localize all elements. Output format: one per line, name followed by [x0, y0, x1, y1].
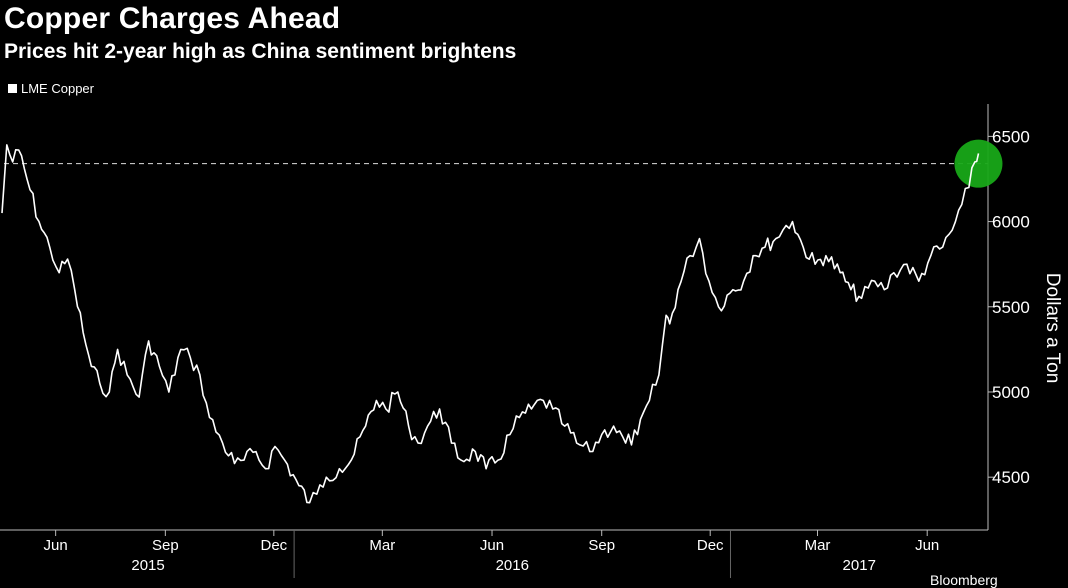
legend-label: LME Copper: [21, 81, 94, 96]
source-label: Bloomberg: [930, 572, 998, 588]
year-label: 2016: [496, 557, 529, 574]
x-tick-label: Sep: [588, 537, 615, 554]
x-tick-label: Jun: [480, 537, 504, 554]
y-tick-label: 6500: [992, 127, 1030, 146]
y-axis-label: Dollars a Ton: [1042, 273, 1063, 384]
year-label: 2015: [131, 557, 164, 574]
x-tick-label: Mar: [369, 537, 395, 554]
y-tick-label: 5000: [992, 383, 1030, 402]
y-tick-label: 4500: [992, 468, 1030, 487]
year-label: 2017: [843, 557, 876, 574]
x-tick-label: Jun: [915, 537, 939, 554]
x-tick-label: Dec: [260, 537, 287, 554]
chart-title: Copper Charges Ahead: [4, 2, 341, 35]
legend-swatch-icon: [8, 84, 17, 93]
series-line-lme-copper: [1, 144, 980, 504]
y-tick-label: 6000: [992, 213, 1030, 232]
x-tick-label: Mar: [805, 537, 831, 554]
highlight-marker: [954, 139, 1003, 188]
x-tick-label: Jun: [44, 537, 68, 554]
chart-subtitle: Prices hit 2-year high as China sentimen…: [4, 40, 517, 63]
x-tick-label: Dec: [697, 537, 724, 554]
legend: LME Copper: [8, 81, 94, 96]
x-tick-label: Sep: [152, 537, 179, 554]
y-tick-label: 5500: [992, 298, 1030, 317]
